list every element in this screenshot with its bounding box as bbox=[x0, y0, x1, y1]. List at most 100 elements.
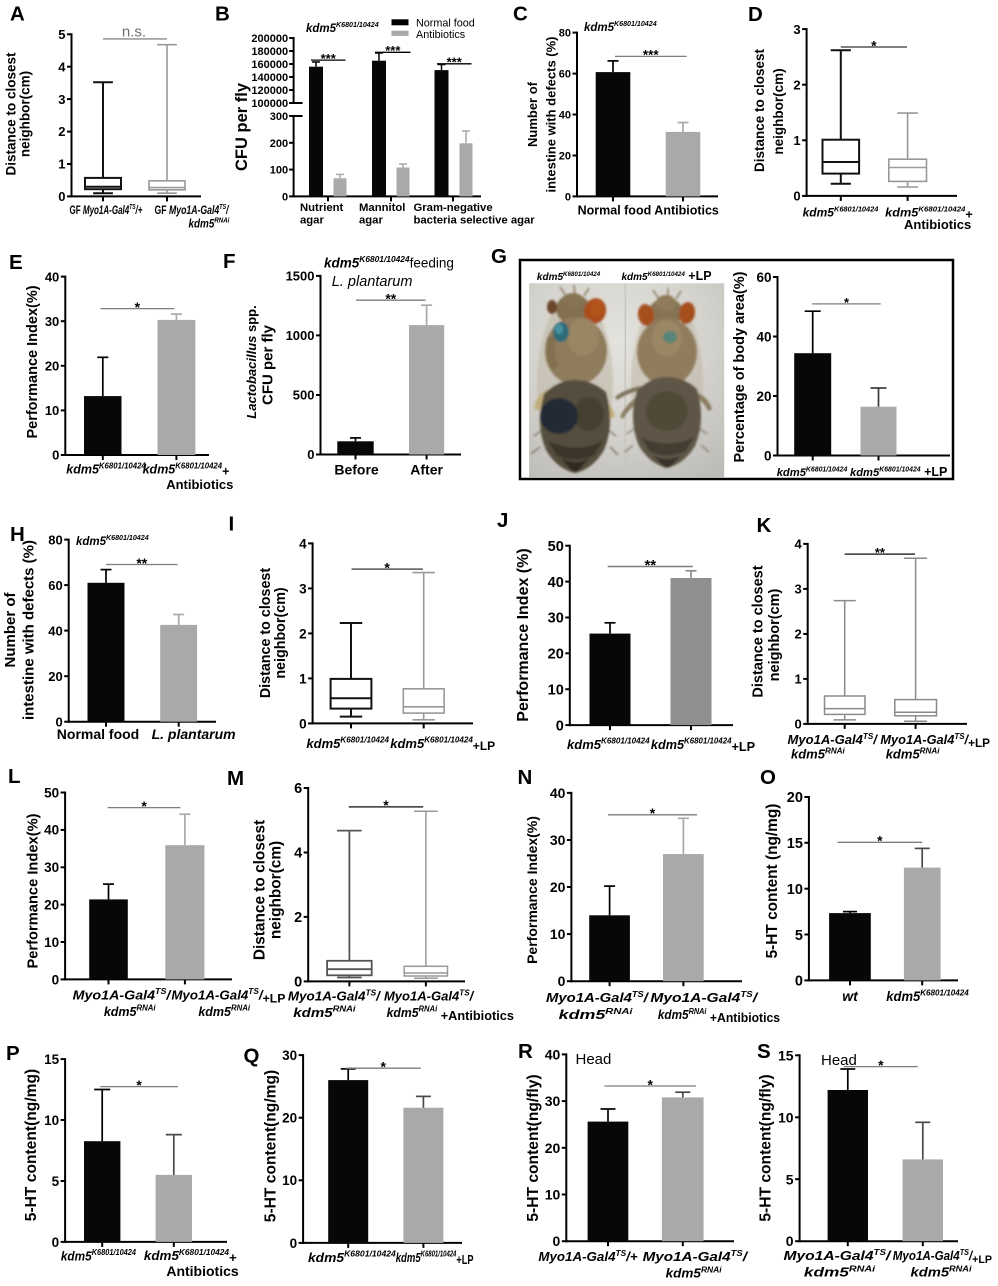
svg-text:0: 0 bbox=[58, 189, 65, 204]
svg-text:***: *** bbox=[321, 51, 337, 66]
svg-text:E: E bbox=[9, 251, 23, 274]
svg-text:2: 2 bbox=[794, 627, 801, 642]
svg-text:GF Myo1A-Gal4TS/+: GF Myo1A-Gal4TS/+ bbox=[70, 203, 143, 217]
svg-text:Distance to closest: Distance to closest bbox=[752, 48, 767, 172]
svg-text:Normal food: Normal food bbox=[416, 18, 475, 30]
svg-text:10: 10 bbox=[44, 935, 59, 950]
svg-text:*: * bbox=[871, 37, 877, 53]
svg-text:*: * bbox=[647, 1076, 653, 1092]
svg-text:neighbor(cm): neighbor(cm) bbox=[771, 68, 786, 154]
svg-text:kdm5K6801/10424: kdm5K6801/10424 bbox=[66, 461, 146, 476]
svg-text:*: * bbox=[141, 798, 147, 814]
svg-text:3: 3 bbox=[299, 581, 307, 596]
svg-text:Normal food: Normal food bbox=[57, 726, 139, 742]
svg-text:0: 0 bbox=[299, 716, 307, 731]
svg-text:5: 5 bbox=[786, 1171, 794, 1187]
svg-text:Antibiotics: Antibiotics bbox=[904, 217, 971, 232]
svg-text:kdm5RNAi: kdm5RNAi bbox=[666, 1266, 723, 1281]
svg-text:agar: agar bbox=[300, 214, 324, 226]
svg-text:*: * bbox=[650, 805, 656, 821]
svg-text:0: 0 bbox=[52, 1235, 60, 1250]
svg-text:160000: 160000 bbox=[251, 59, 288, 71]
svg-text:Myo1A-Gal4TS/: Myo1A-Gal4TS/ bbox=[650, 990, 759, 1005]
svg-text:n.s.: n.s. bbox=[122, 24, 146, 41]
svg-text:L. plantarum: L. plantarum bbox=[152, 726, 236, 742]
svg-text:0: 0 bbox=[786, 1233, 794, 1249]
svg-text:20: 20 bbox=[756, 389, 771, 404]
svg-text:Performance Index(%): Performance Index(%) bbox=[25, 285, 41, 438]
svg-text:3: 3 bbox=[58, 92, 65, 107]
svg-text:kdm5K6801/10424: kdm5K6801/10424 bbox=[886, 988, 969, 1004]
svg-text:kdm5K6801/10424: kdm5K6801/10424 bbox=[61, 1248, 137, 1263]
svg-text:5-HT content(ng/mg): 5-HT content(ng/mg) bbox=[23, 1069, 40, 1221]
svg-text:Before: Before bbox=[334, 462, 379, 478]
svg-text:kdm5K6801/10424: kdm5K6801/10424 bbox=[306, 736, 389, 752]
svg-text:Number of: Number of bbox=[525, 81, 540, 147]
svg-text:**: ** bbox=[875, 545, 886, 560]
svg-text:5-HT content(ng/fly): 5-HT content(ng/fly) bbox=[525, 1074, 542, 1221]
svg-text:10: 10 bbox=[548, 682, 564, 698]
svg-text:kdm5RNAi: kdm5RNAi bbox=[188, 217, 229, 231]
svg-text:20: 20 bbox=[545, 1140, 561, 1156]
svg-text:Head: Head bbox=[576, 1051, 612, 1068]
svg-text:30: 30 bbox=[45, 314, 59, 329]
svg-text:0: 0 bbox=[290, 1236, 298, 1251]
svg-text:2: 2 bbox=[58, 124, 65, 139]
svg-text:kdm5K6801/10424: kdm5K6801/10424 bbox=[76, 534, 149, 548]
svg-text:60: 60 bbox=[756, 270, 771, 285]
svg-text:40: 40 bbox=[559, 110, 571, 122]
svg-text:Antibiotics: Antibiotics bbox=[654, 203, 719, 217]
svg-text:Performance Index (%): Performance Index (%) bbox=[515, 548, 532, 721]
svg-text:Distance to closest: Distance to closest bbox=[751, 565, 767, 697]
svg-text:*: * bbox=[135, 299, 141, 315]
svg-text:Distance to closest: Distance to closest bbox=[258, 568, 274, 699]
svg-text:30: 30 bbox=[545, 1093, 561, 1109]
svg-text:10: 10 bbox=[45, 403, 59, 418]
svg-text:1500: 1500 bbox=[286, 269, 315, 284]
svg-text:*: * bbox=[844, 295, 850, 310]
svg-text:5: 5 bbox=[58, 27, 65, 42]
svg-text:1000: 1000 bbox=[286, 328, 315, 343]
svg-text:5: 5 bbox=[795, 928, 803, 944]
svg-text:kdm5K6801/10424: kdm5K6801/10424 bbox=[777, 466, 848, 479]
svg-text:20: 20 bbox=[559, 150, 571, 162]
svg-text:Nutrient: Nutrient bbox=[300, 202, 344, 214]
svg-text:L. plantarum: L. plantarum bbox=[332, 274, 413, 290]
svg-text:F: F bbox=[223, 250, 236, 273]
svg-text:2: 2 bbox=[294, 910, 302, 926]
svg-text:30: 30 bbox=[548, 611, 564, 627]
svg-text:40: 40 bbox=[44, 823, 59, 838]
svg-text:kdm5K6801/10424+: kdm5K6801/10424+ bbox=[885, 205, 973, 222]
svg-text:S: S bbox=[757, 1040, 771, 1063]
svg-text:kdm5K6801/10424+LP: kdm5K6801/10424+LP bbox=[390, 736, 495, 754]
svg-text:kdm5K6801/10424: kdm5K6801/10424 bbox=[537, 271, 601, 283]
svg-text:20: 20 bbox=[44, 898, 59, 913]
svg-text:neighbor(cm): neighbor(cm) bbox=[18, 71, 33, 157]
svg-text:GF Myo1A-Gal4TS/: GF Myo1A-Gal4TS/ bbox=[155, 203, 230, 217]
svg-text:0: 0 bbox=[556, 718, 564, 734]
svg-text:0: 0 bbox=[307, 447, 314, 462]
svg-text:G: G bbox=[491, 245, 507, 268]
svg-text:***: *** bbox=[385, 43, 401, 58]
svg-text:Performance Index(%): Performance Index(%) bbox=[26, 813, 42, 968]
svg-text:15: 15 bbox=[44, 1052, 60, 1067]
svg-text:50: 50 bbox=[44, 785, 59, 800]
svg-text:Lactobacillus spp.: Lactobacillus spp. bbox=[244, 305, 259, 418]
svg-text:Percentage of body area(%): Percentage of body area(%) bbox=[732, 271, 748, 462]
svg-text:40: 40 bbox=[550, 785, 566, 801]
svg-text:5: 5 bbox=[52, 1174, 60, 1189]
svg-text:80: 80 bbox=[559, 28, 571, 40]
svg-text:15: 15 bbox=[778, 1047, 794, 1063]
svg-text:neighbor(cm): neighbor(cm) bbox=[268, 841, 285, 939]
svg-text:kdm5K6801/10424 +LP: kdm5K6801/10424 +LP bbox=[622, 269, 712, 283]
svg-text:20: 20 bbox=[550, 879, 566, 895]
svg-text:Myo1A-Gal4TS/+LP: Myo1A-Gal4TS/+LP bbox=[880, 732, 990, 750]
svg-text:3: 3 bbox=[794, 582, 801, 597]
svg-text:neighbor(cm): neighbor(cm) bbox=[273, 587, 289, 679]
svg-text:*: * bbox=[380, 1059, 386, 1075]
svg-text:2: 2 bbox=[793, 77, 800, 92]
svg-text:4: 4 bbox=[58, 59, 66, 74]
svg-text:Myo1A-Gal4TS/+LP: Myo1A-Gal4TS/+LP bbox=[171, 987, 285, 1005]
svg-text:kdm5K6801/10424+: kdm5K6801/10424+ bbox=[144, 1248, 237, 1265]
svg-text:*: * bbox=[383, 797, 389, 813]
